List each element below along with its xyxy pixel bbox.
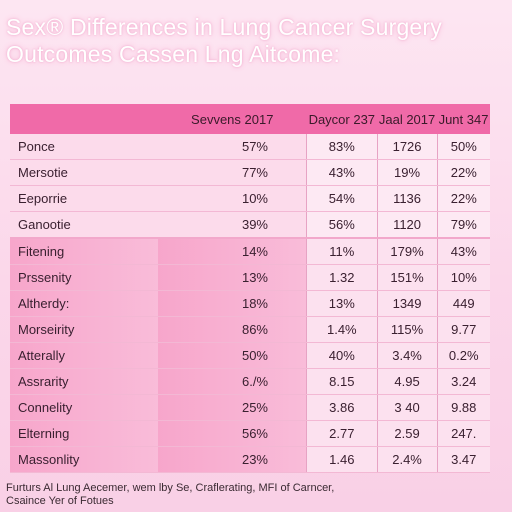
table-cell: 13% — [158, 264, 307, 291]
table-cell: 50% — [158, 342, 307, 369]
table-cell: 18% — [158, 290, 307, 317]
table-cell: 86% — [158, 316, 307, 343]
row-label: Atterally — [10, 342, 158, 369]
table-cell: 54% — [306, 185, 378, 212]
table-cell: 4.95 — [376, 368, 437, 395]
row-label: Massonlity — [10, 446, 158, 473]
table-cell: 179% — [376, 237, 437, 265]
table-row: Massonlity 23% 1.46 2.4% 3.47 — [10, 446, 490, 473]
table-cell: 3.4% — [376, 342, 437, 369]
table-cell: 2.4% — [376, 446, 437, 473]
row-label: Mersotie — [10, 159, 158, 186]
table-cell: 247. — [436, 420, 490, 447]
row-label: Morseirity — [10, 316, 158, 343]
table-cell: 1136 — [376, 185, 437, 212]
row-label: Ganootie — [10, 211, 158, 239]
header-corner — [10, 104, 158, 134]
row-label: Altherdy: — [10, 290, 158, 317]
table-cell: 1726 — [376, 134, 437, 160]
table-cell: 1.46 — [306, 446, 378, 473]
column-header: Junt 347 — [437, 104, 490, 134]
table-cell: 43% — [306, 159, 378, 186]
table-cell: 10% — [436, 264, 490, 291]
table-cell: 8.15 — [306, 368, 378, 395]
table-cell: 0.2% — [436, 342, 490, 369]
row-label: Eeporrie — [10, 185, 158, 212]
table-cell: 22% — [436, 185, 490, 212]
table-row: Assrarity 6./% 8.15 4.95 3.24 — [10, 368, 490, 395]
table-row: Elterning 56% 2.77 2.59 247. — [10, 420, 490, 447]
table-cell: 3.86 — [306, 394, 378, 421]
title-line-1: Sex® Differences in Lung Cancer Surgery — [6, 14, 442, 40]
table-cell: 23% — [158, 446, 307, 473]
table-row: Ganootie 39% 56% 1120 79% — [10, 211, 490, 239]
data-table: Sevvens 2017 Daycor 237 Jaal 2017 Junt 3… — [10, 104, 490, 473]
table-cell: 1.4% — [306, 316, 378, 343]
chart-title: Sex® Differences in Lung Cancer Surgery … — [6, 14, 506, 68]
column-header: Jaal 2017 — [377, 104, 437, 134]
table-cell: 25% — [158, 394, 307, 421]
footer-line-2: Csaince Yer of Fotues — [6, 495, 114, 507]
table-cell: 11% — [306, 237, 378, 265]
table-row: Ponce 57% 83% 1726 50% — [10, 134, 490, 160]
table-cell: 3 40 — [376, 394, 437, 421]
table-cell: 151% — [376, 264, 437, 291]
table-row: Eeporrie 10% 54% 1136 22% — [10, 185, 490, 212]
table-row: Mersotie 77% 43% 19% 22% — [10, 159, 490, 186]
row-label: Fitening — [10, 237, 158, 265]
table-cell: 57% — [158, 134, 307, 160]
table-row: Connelity 25% 3.86 3 40 9.88 — [10, 394, 490, 421]
row-label: Assrarity — [10, 368, 158, 395]
table-row: Atterally 50% 40% 3.4% 0.2% — [10, 342, 490, 369]
table-cell: 22% — [436, 159, 490, 186]
table-cell: 9.88 — [436, 394, 490, 421]
table-cell: 43% — [436, 237, 490, 265]
table-row: Altherdy: 18% 13% 1349 449 — [10, 290, 490, 317]
title-line-2: Outcomes Cassen Lng Aitcome: — [6, 41, 341, 67]
table-cell: 39% — [158, 211, 307, 239]
table-cell: 1349 — [376, 290, 437, 317]
table-cell: 50% — [436, 134, 490, 160]
table-cell: 3.24 — [436, 368, 490, 395]
table-cell: 83% — [306, 134, 378, 160]
table-cell: 449 — [436, 290, 490, 317]
table-cell: 79% — [436, 211, 490, 239]
table-row: Fitening 14% 11% 179% 43% — [10, 237, 490, 265]
row-label: Elterning — [10, 420, 158, 447]
row-label: Connelity — [10, 394, 158, 421]
table-cell: 1.32 — [306, 264, 378, 291]
table-body: Ponce 57% 83% 1726 50% Mersotie 77% 43% 19% 22% Ee… — [10, 134, 490, 473]
table-cell: 14% — [158, 237, 307, 265]
footer-note: Furturs Al Lung Aecemer, wem lby Se, Cra… — [6, 482, 506, 508]
footer-line-1: Furturs Al Lung Aecemer, wem lby Se, Cra… — [6, 482, 335, 494]
table-cell: 9.77 — [436, 316, 490, 343]
table-cell: 56% — [158, 420, 307, 447]
column-header: Daycor 237 — [306, 104, 378, 134]
row-label: Prssenity — [10, 264, 158, 291]
table-cell: 2.59 — [376, 420, 437, 447]
table-cell: 40% — [306, 342, 378, 369]
table-cell: 6./% — [158, 368, 307, 395]
table-row: Morseirity 86% 1.4% 115% 9.77 — [10, 316, 490, 343]
table-cell: 19% — [376, 159, 437, 186]
table-row: Prssenity 13% 1.32 151% 10% — [10, 264, 490, 291]
table-cell: 115% — [376, 316, 437, 343]
table-cell: 3.47 — [436, 446, 490, 473]
table-cell: 10% — [158, 185, 307, 212]
table-cell: 2.77 — [306, 420, 378, 447]
table-cell: 1120 — [376, 211, 437, 239]
table-cell: 13% — [306, 290, 378, 317]
column-header: Sevvens 2017 — [158, 104, 307, 134]
table-cell: 77% — [158, 159, 307, 186]
header-row: Sevvens 2017 Daycor 237 Jaal 2017 Junt 3… — [10, 104, 490, 134]
row-label: Ponce — [10, 134, 158, 160]
table-cell: 56% — [306, 211, 378, 239]
